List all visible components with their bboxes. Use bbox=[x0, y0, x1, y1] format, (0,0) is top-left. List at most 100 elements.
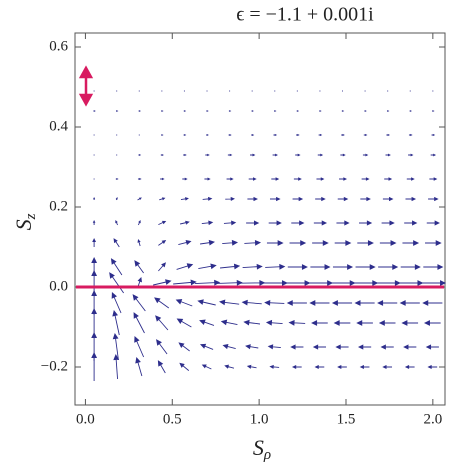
vector-arrow bbox=[289, 240, 307, 246]
vector-arrow bbox=[227, 153, 233, 157]
vector-arrow bbox=[206, 134, 209, 136]
vector-arrow bbox=[110, 258, 123, 276]
vector-arrow bbox=[288, 319, 306, 326]
vector-arrow bbox=[337, 364, 347, 370]
vector-arrow bbox=[386, 133, 391, 137]
vector-arrow bbox=[316, 177, 325, 181]
vector-arrow bbox=[247, 196, 258, 202]
vector-arrow bbox=[357, 240, 374, 246]
vector-arrow bbox=[355, 264, 376, 270]
vector-arrow bbox=[93, 196, 96, 200]
vector-arrow bbox=[356, 320, 373, 326]
vector-arrow bbox=[408, 153, 414, 157]
vector-arrow bbox=[312, 240, 329, 246]
vector-arrow bbox=[137, 220, 141, 226]
vector-arrow bbox=[222, 239, 239, 246]
vector-arrow bbox=[183, 153, 187, 157]
vector-arrow bbox=[336, 220, 350, 226]
vector-arrow bbox=[385, 153, 391, 157]
vector-arrow bbox=[340, 153, 346, 157]
vector-arrow bbox=[384, 177, 393, 181]
vector-arrow bbox=[228, 133, 232, 137]
vector-arrow bbox=[197, 299, 216, 306]
vector-arrow bbox=[311, 320, 328, 326]
y-tick-label: −0.2 bbox=[41, 358, 68, 374]
vector-arrow bbox=[180, 197, 189, 201]
vector-arrow bbox=[335, 344, 349, 350]
vector-arrow bbox=[420, 280, 447, 286]
vector-arrow bbox=[398, 280, 424, 286]
vector-arrow bbox=[339, 177, 348, 181]
vector-arrow bbox=[204, 177, 211, 181]
vector-arrow bbox=[381, 220, 395, 226]
vector-arrow bbox=[134, 260, 144, 274]
vector-arrow bbox=[359, 364, 370, 370]
vector-arrow bbox=[429, 177, 438, 181]
vector-arrow bbox=[331, 300, 353, 306]
vector-arrow bbox=[198, 263, 217, 270]
vector-arrow bbox=[363, 133, 368, 137]
vector-arrow bbox=[160, 153, 164, 157]
y-tick-label: 0.0 bbox=[49, 278, 68, 294]
vector-arrow bbox=[250, 153, 256, 157]
vector-arrow bbox=[219, 299, 240, 306]
vector-arrow bbox=[266, 240, 284, 246]
vector-arrow bbox=[379, 240, 397, 246]
vector-arrow bbox=[132, 294, 146, 312]
vector-arrow bbox=[286, 300, 307, 306]
vector-arrow bbox=[268, 220, 282, 226]
y-label-base: S bbox=[11, 219, 36, 230]
vector-arrow bbox=[333, 320, 351, 326]
vector-arrow bbox=[337, 196, 349, 202]
vector-arrow bbox=[334, 240, 352, 246]
vector-arrow bbox=[400, 264, 421, 270]
vector-arrow bbox=[291, 364, 302, 370]
vector-arrow bbox=[269, 364, 280, 369]
vector-arrow bbox=[109, 272, 125, 294]
vector-arrow bbox=[133, 312, 145, 334]
vector-arrow bbox=[225, 196, 235, 201]
vector-arrow bbox=[341, 133, 345, 137]
vector-arrow bbox=[361, 177, 370, 181]
vector-arrow bbox=[201, 364, 212, 370]
vector-arrow bbox=[158, 262, 167, 272]
vector-arrow bbox=[115, 178, 119, 180]
vector-arrow bbox=[92, 219, 96, 225]
vector-arrow bbox=[313, 220, 328, 226]
vector-arrow bbox=[362, 153, 369, 157]
vector-arrow bbox=[318, 133, 323, 137]
vector-arrow bbox=[159, 197, 166, 201]
vector-arrow bbox=[241, 299, 262, 306]
x-label-base: S bbox=[253, 435, 264, 460]
vector-arrow bbox=[240, 279, 266, 286]
vector-arrow bbox=[92, 237, 97, 247]
vector-arrow bbox=[269, 196, 281, 202]
vector-arrow bbox=[272, 153, 278, 157]
vector-arrow bbox=[290, 344, 304, 350]
vector-arrow bbox=[382, 196, 394, 202]
vector-arrow bbox=[314, 364, 325, 370]
vector-arrow bbox=[403, 344, 417, 350]
vector-arrow bbox=[292, 196, 304, 202]
vector-arrow bbox=[375, 280, 401, 286]
vector-arrow bbox=[200, 239, 215, 246]
y-tick-label: 0.6 bbox=[49, 38, 68, 54]
y-label-sub: z bbox=[23, 213, 39, 220]
x-tick-label: 1.5 bbox=[337, 411, 356, 427]
vector-arrow bbox=[178, 342, 190, 352]
vector-arrow bbox=[354, 300, 375, 306]
vector-arrow bbox=[315, 196, 326, 202]
vector-arrow bbox=[428, 196, 439, 202]
vector-arrow bbox=[264, 299, 285, 306]
plot-frame bbox=[74, 32, 446, 406]
vector-arrow bbox=[312, 344, 327, 350]
vector-arrow bbox=[179, 220, 190, 225]
vector-arrow bbox=[222, 343, 236, 350]
vector-arrow bbox=[377, 300, 398, 306]
vector-arrow bbox=[112, 332, 119, 361]
vector-arrow bbox=[399, 300, 420, 306]
vector-arrow bbox=[201, 220, 214, 226]
y-tick-label: 0.2 bbox=[49, 198, 68, 214]
vector-arrow bbox=[173, 279, 197, 286]
vector-arrow bbox=[160, 177, 165, 181]
